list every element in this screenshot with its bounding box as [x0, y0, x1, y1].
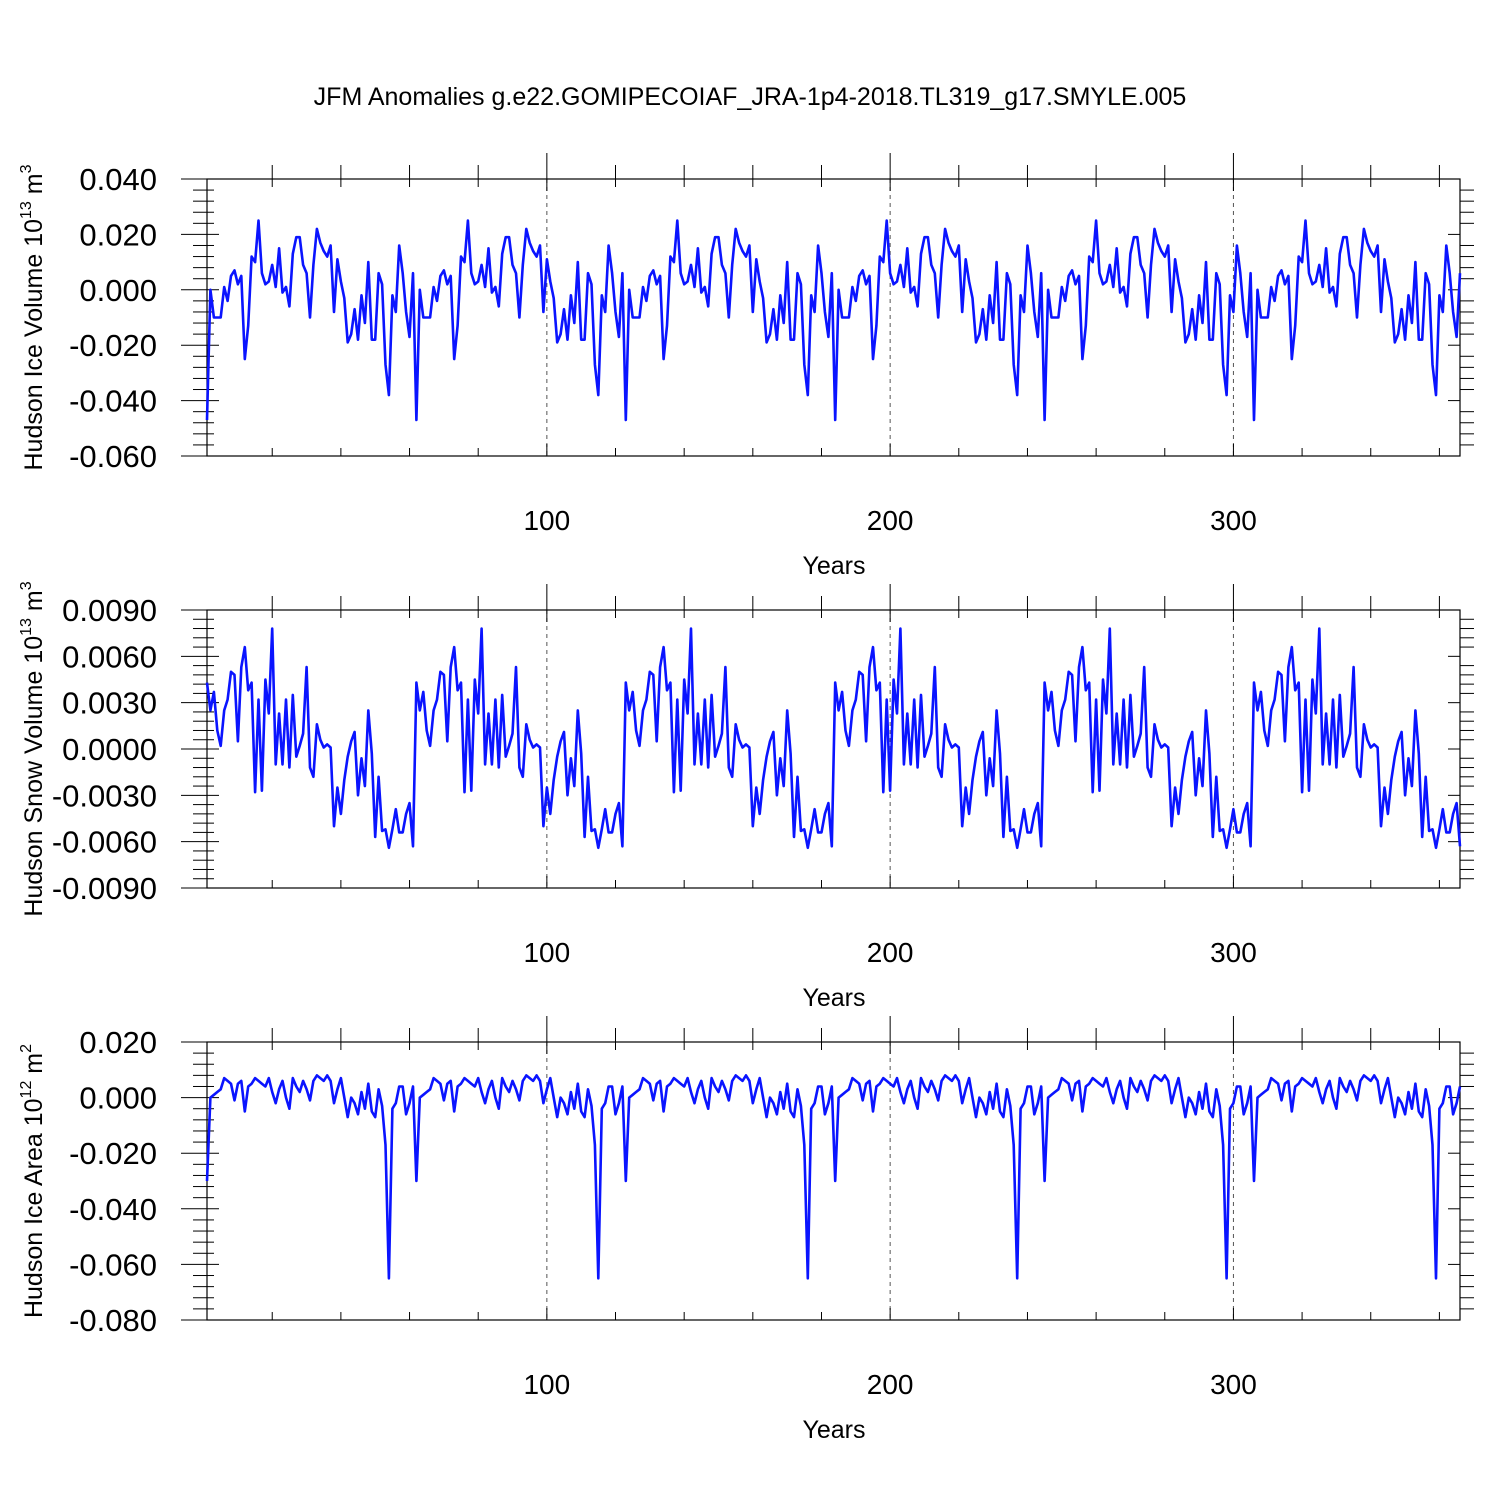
x-tick-label: 200 [867, 1369, 914, 1400]
figure-title: JFM Anomalies g.e22.GOMIPECOIAF_JRA-1p4-… [314, 83, 1187, 111]
y-tick-label: -0.020 [69, 328, 157, 363]
y-axis-label-exponent: 12 [18, 1081, 35, 1099]
y-tick-label: -0.060 [69, 439, 157, 474]
chart-panel-2: -0.0090 -0.0060 -0.0030 0.0000 0.0030 0.0060 0… [18, 581, 1474, 1012]
panels: -0.060 -0.040 -0.020 0.000 0.020 0.040 100 200 3… [18, 153, 1474, 1444]
series-line-ice-area [205, 1074, 1462, 1280]
y-tick-label: 0.040 [79, 162, 157, 197]
series-line-ice-volume [205, 219, 1462, 422]
y-tick-label: -0.0060 [52, 825, 157, 860]
x-tick-label: 300 [1210, 505, 1257, 536]
y-tick-label: 0.020 [79, 217, 157, 252]
y-tick-label: -0.020 [69, 1136, 157, 1171]
y-axis-label-exponent: 13 [18, 201, 35, 219]
y-tick-label: -0.040 [69, 1192, 157, 1227]
y-axis-label-unit-exponent: 3 [18, 164, 35, 173]
series-line-snow-volume [205, 627, 1462, 850]
y-axis-label: Hudson Snow Volume 1013 m3 [18, 581, 48, 916]
x-tick-label: 300 [1210, 1369, 1257, 1400]
x-axis-label: Years [802, 1416, 865, 1444]
y-axis-label-unit-exponent: 3 [18, 581, 35, 590]
y-tick-label: -0.0030 [52, 778, 157, 813]
plot-frame [206, 178, 1461, 457]
y-tick-label: -0.080 [69, 1303, 157, 1338]
y-tick-label: -0.0090 [52, 871, 157, 906]
y-axis-label-unit-exponent: 2 [18, 1044, 35, 1053]
x-axis-label: Years [802, 984, 865, 1012]
x-axis-label: Years [802, 552, 865, 580]
y-tick-label: 0.0090 [62, 593, 157, 628]
y-axis-label: Hudson Ice Volume 1013 m3 [18, 164, 48, 470]
x-tick-label: 300 [1210, 937, 1257, 968]
y-tick-label: 0.000 [79, 1081, 157, 1116]
x-tick-label: 200 [867, 937, 914, 968]
y-axis-label-unit: m [20, 1053, 48, 1081]
y-tick-label: -0.060 [69, 1247, 157, 1282]
y-axis-label: Hudson Ice Area 1012 m2 [18, 1044, 48, 1318]
y-axis-label-unit: m [20, 173, 48, 201]
chart-panel-1: -0.060 -0.040 -0.020 0.000 0.020 0.040 100 200 3… [18, 153, 1474, 580]
y-axis-label-text: Hudson Ice Volume 10 [20, 219, 48, 471]
y-tick-label: 0.0000 [62, 732, 157, 767]
y-axis-label-text: Hudson Ice Area 10 [20, 1098, 48, 1318]
y-axis-label-text: Hudson Snow Volume 10 [20, 636, 48, 917]
y-tick-label: 0.020 [79, 1025, 157, 1060]
y-axis-label-unit: m [20, 590, 48, 618]
y-tick-label: -0.040 [69, 384, 157, 419]
plot-frame [206, 1041, 1461, 1321]
x-tick-label: 100 [523, 505, 570, 536]
x-tick-label: 200 [867, 505, 914, 536]
y-axis-label-exponent: 13 [18, 618, 35, 636]
chart-panel-3: -0.080 -0.060 -0.040 -0.020 0.000 0.020 100 200… [18, 1016, 1474, 1444]
y-tick-label: 0.000 [79, 273, 157, 308]
x-tick-label: 100 [523, 937, 570, 968]
y-tick-label: 0.0030 [62, 686, 157, 721]
y-tick-label: 0.0060 [62, 639, 157, 674]
x-tick-label: 100 [523, 1369, 570, 1400]
